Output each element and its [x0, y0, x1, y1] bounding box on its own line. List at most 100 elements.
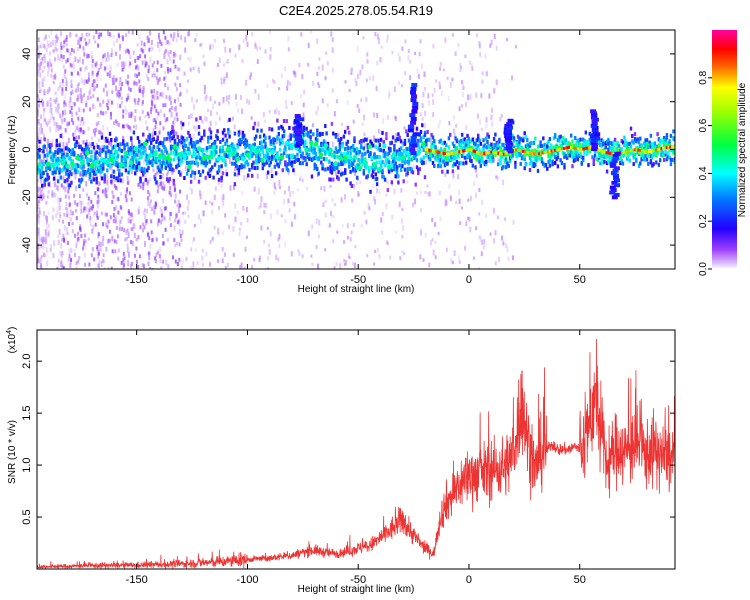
noise-cell: [94, 40, 97, 44]
noise-cell: [95, 61, 98, 66]
noise-cell: [157, 218, 160, 223]
ridge-cell: [522, 154, 525, 159]
noise-cell: [413, 124, 416, 131]
ridge-cell: [373, 152, 376, 157]
ridge-cell: [100, 168, 104, 173]
ridge-cell: [362, 169, 365, 173]
ridge-blob: [270, 149, 275, 155]
noise-cell: [150, 107, 153, 112]
noise-cell: [203, 85, 206, 91]
ridge-cell: [134, 166, 137, 171]
noise-cell: [457, 42, 460, 47]
ridge-cell: [266, 152, 270, 157]
noise-cell: [168, 190, 171, 195]
noise-cell: [94, 191, 97, 196]
noise-cell: [45, 121, 47, 125]
ridge-cell: [199, 156, 202, 161]
noise-cell: [378, 189, 381, 195]
ridge-cell: [260, 128, 263, 133]
ridge-cell: [563, 154, 566, 159]
noise-cell: [273, 142, 276, 147]
noise-cell: [480, 251, 483, 257]
noise-cell: [176, 262, 179, 266]
ridge-cell: [220, 164, 223, 169]
noise-cell: [89, 142, 92, 147]
feature-cell: [407, 124, 414, 129]
noise-cell: [79, 224, 82, 229]
noise-cell: [353, 184, 355, 189]
ridge-cell: [205, 148, 209, 153]
ridge-cell: [664, 138, 667, 143]
ridge-blob: [421, 141, 426, 147]
ridge-cell: [663, 139, 666, 143]
ridge-cell: [168, 160, 171, 165]
noise-cell: [147, 69, 150, 74]
ridge-cell: [281, 126, 284, 131]
noise-cell: [475, 168, 477, 173]
ridge-cell: [395, 137, 399, 142]
ridge-cell: [454, 155, 457, 160]
ridge-cell: [255, 160, 258, 165]
ridge-cell: [317, 157, 320, 162]
ridge-cell: [49, 167, 52, 172]
noise-cell: [130, 197, 133, 202]
ridge-cell: [469, 154, 472, 159]
noise-cell: [189, 186, 192, 191]
noise-cell: [154, 205, 157, 210]
noise-cell: [79, 44, 81, 49]
ridge-cell: [600, 143, 603, 148]
noise-cell: [143, 208, 146, 213]
ridge-cell: [63, 159, 66, 164]
ridge-cell: [263, 133, 266, 138]
noise-cell: [64, 186, 67, 193]
ridge-cell: [134, 156, 137, 161]
ridge-cell: [544, 146, 548, 151]
noise-cell: [225, 95, 228, 102]
ridge-cell: [92, 170, 96, 175]
ridge-blob: [104, 159, 109, 165]
ridge-cell: [236, 143, 239, 148]
ridge-cell: [63, 155, 66, 160]
y-tick-label: 0.5: [21, 509, 33, 524]
noise-cell: [455, 200, 458, 205]
ridge-cell: [103, 176, 106, 181]
noise-cell: [192, 261, 195, 268]
noise-cell: [273, 109, 276, 115]
noise-cell: [37, 213, 39, 218]
noise-cell: [59, 214, 62, 219]
ridge-cell: [438, 159, 441, 164]
noise-cell: [240, 262, 243, 269]
ridge-cell: [487, 155, 490, 160]
ridge-cell: [221, 144, 225, 149]
ridge-cell: [163, 137, 166, 142]
ridge-cell: [289, 134, 292, 139]
noise-cell: [512, 220, 515, 225]
noise-cell: [163, 186, 166, 191]
noise-cell: [127, 74, 130, 79]
noise-cell: [193, 104, 196, 110]
ridge-cell: [150, 140, 153, 145]
noise-cell: [153, 94, 156, 101]
ridge-cell: [649, 154, 653, 159]
ridge-cell: [405, 153, 408, 158]
ridge-blob: [133, 146, 138, 152]
noise-cell: [278, 233, 281, 240]
ridge-cell: [221, 171, 225, 176]
noise-cell: [112, 40, 115, 47]
noise-cell: [401, 235, 404, 239]
noise-cell: [179, 157, 182, 163]
noise-cell: [168, 108, 171, 113]
ridge-cell: [540, 144, 544, 149]
noise-cell: [118, 92, 121, 97]
ridge-cell: [138, 144, 141, 149]
noise-cell: [43, 210, 45, 217]
noise-cell: [307, 62, 310, 67]
noise-cell: [442, 68, 445, 72]
ridge-cell: [419, 136, 423, 141]
noise-cell: [73, 193, 76, 198]
noise-cell: [87, 196, 90, 201]
noise-cell: [386, 114, 389, 120]
ridge-cell: [272, 148, 275, 153]
ridge-cell: [62, 155, 65, 160]
noise-cell: [91, 204, 94, 209]
